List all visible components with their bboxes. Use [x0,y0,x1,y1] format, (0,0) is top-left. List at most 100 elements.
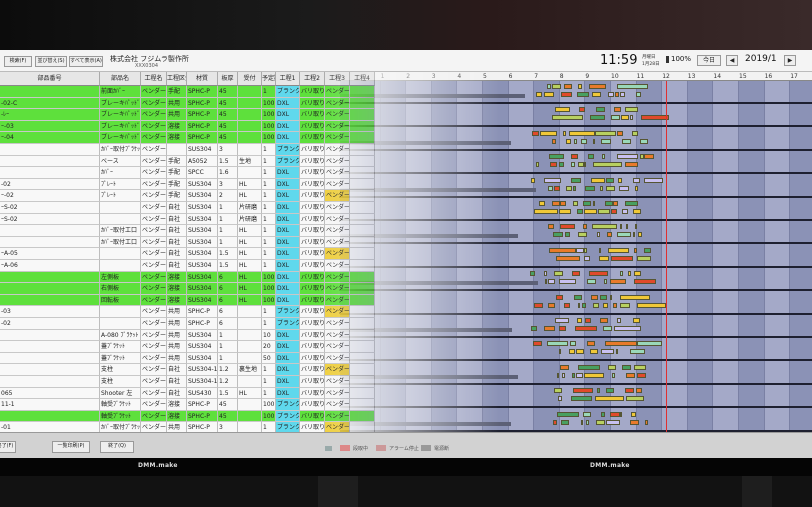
schedule-bar [564,84,573,89]
schedule-bar [580,419,584,425]
current-time-line [665,81,667,432]
table-cell: 100 [262,283,276,295]
table-cell [0,329,100,342]
table-cell: ベンダー [325,387,350,400]
table-cell: SUS304 [187,190,218,202]
table-cell: SPHC-P [187,132,218,144]
next-button[interactable]: ▶ [784,55,796,66]
table-cell: 自社 [167,202,187,214]
table-cell [350,387,375,400]
machine-separator [340,429,812,432]
schedule-bar [610,115,620,121]
table-cell [0,225,100,237]
button[interactable]: 並び替え(S) [35,56,67,67]
schedule-bar [548,302,555,308]
schedule-bar [583,372,604,378]
schedule-bar [559,279,577,285]
table-cell: 6 [218,271,238,284]
table-cell: SUS304 [187,248,218,260]
hour-column [763,81,790,432]
table-cell [0,352,100,365]
table-cell: 6 [218,318,238,330]
table-cell: バリ取り [300,167,325,179]
schedule-bar [626,224,629,230]
table-cell: 溶接 [167,410,187,423]
table-cell: 1 [262,387,276,400]
schedule-bar [626,372,636,378]
table-cell [238,144,262,156]
schedule-bar [559,201,566,206]
table-cell: SUS304 [187,352,218,365]
table-cell: 支柱 [100,376,141,388]
button[interactable]: 検索(F) [4,56,32,67]
hour-label: 9 [585,73,590,80]
table-cell: 溶接 [167,120,187,133]
table-cell: 自社 [167,213,187,226]
table-cell [0,283,100,295]
table-cell: SUS304-1 [187,364,218,376]
today-button[interactable]: 今日 [697,55,721,66]
schedule-bar [625,107,638,113]
table-cell [238,329,262,342]
table-cell: 溶接 [167,271,187,284]
table-cell: 手配 [167,190,187,202]
schedule-bar [636,372,647,378]
schedule-bar [593,302,600,308]
column-header: 工程区分 [167,72,187,86]
table-cell: 共用 [167,109,187,121]
machine-separator [340,382,812,385]
table-cell: ベンダー [141,86,167,98]
schedule-bar [546,84,551,89]
button[interactable]: すべて表示(A) [69,56,103,67]
brand-logo: DMM.make [138,462,178,469]
table-cell: ﾌﾟﾚｰﾄ [100,190,141,202]
prev-button[interactable]: ◀ [726,55,738,66]
table-cell: SUS304 [187,178,218,191]
table-cell: 3 [218,178,238,191]
schedule-bar [535,162,540,168]
table-cell: ベンダー [141,155,167,168]
button[interactable]: 終了(F) [0,441,16,453]
table-cell: 軸受ﾌﾞﾗｹｯﾄ [100,410,141,423]
schedule-bar [544,279,548,285]
table-cell: 45 [218,97,238,110]
table-cell: 1 [218,341,238,353]
table-cell: SUS304 [187,144,218,156]
schedule-bar [594,130,616,136]
table-cell: ベンダー [141,410,167,423]
code: XXX0304 [135,63,159,69]
table-cell: 1.2 [218,364,238,376]
table-cell: ブランク [276,86,300,98]
table-cell: バリ取り [300,109,325,121]
table-cell: 手配 [167,155,187,168]
table-cell [167,144,187,156]
table-cell: SPHC-P [187,97,218,110]
schedule-bar [554,271,563,277]
table-cell: ｰ-02 [0,190,100,202]
table-cell: バリ取り [300,202,325,214]
table-cell: 45 [218,399,238,411]
button[interactable]: 一覧印刷(P) [52,441,90,453]
schedule-bar [608,247,629,253]
schedule-bar [633,177,641,183]
schedule-bar [631,130,638,136]
hour-line [763,81,765,432]
table-cell: バリ取り [300,120,325,133]
schedule-bar [552,419,558,425]
parts-table: 部品番号部品名工程名工程区分材質板厚受付予定数量工程1工程2工程3工程4 前面ｶﾊ… [0,72,500,432]
table-cell: ベンダー [141,376,167,388]
table-cell: DXL [276,190,300,202]
column-header: 受付 [238,72,262,86]
schedule-bar [634,224,637,230]
button[interactable]: 終了(Q) [100,441,134,453]
schedule-bar [598,247,602,253]
legend-swatch [340,445,350,451]
schedule-bar [604,201,613,206]
schedule-bar [534,302,543,308]
table-cell: 45 [218,120,238,133]
table-cell: 45 [218,410,238,423]
table-cell: 50 [262,352,276,365]
table-cell: 1 [262,178,276,191]
table-cell: 蓋ﾌﾞﾗｹｯﾄ [100,341,141,353]
table-cell [0,341,100,353]
